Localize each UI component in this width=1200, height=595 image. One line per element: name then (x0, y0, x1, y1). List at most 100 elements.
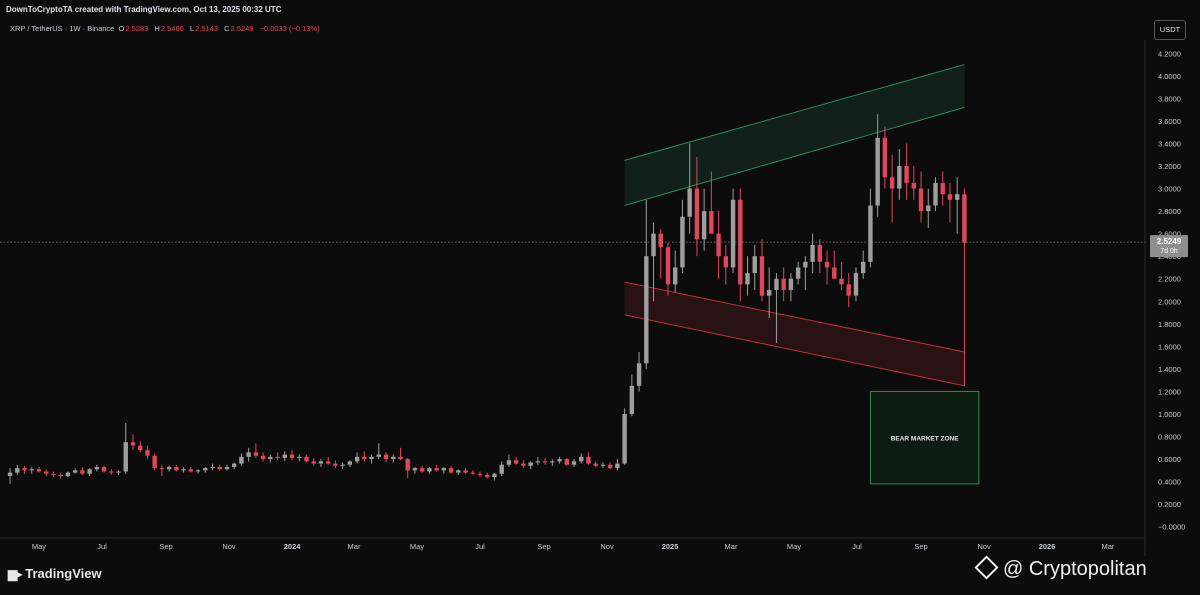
time-axis-band (0, 538, 1145, 556)
candle-body (918, 188, 924, 212)
candle-body (347, 461, 353, 465)
candle-body (268, 456, 273, 460)
time-tick-label: Sep (537, 542, 550, 551)
candle-body (557, 459, 562, 462)
candle-body (210, 466, 215, 469)
candle-body (217, 466, 222, 470)
candle-body (22, 468, 27, 471)
tradingview-logo-text: TradingView (25, 566, 102, 581)
candle-body (673, 267, 678, 285)
time-tick-label: May (32, 542, 46, 551)
time-tick-label: Nov (977, 542, 991, 551)
candle-body (607, 464, 613, 469)
candle-body (933, 182, 938, 206)
candle-body (846, 284, 851, 296)
candle-body (456, 470, 461, 473)
candle-body (622, 414, 627, 464)
candle-body (593, 463, 598, 466)
ascending-channel-upper-line (624, 64, 965, 161)
candle-body (398, 456, 403, 460)
candles-group (7, 114, 967, 484)
price-tick-label: 1.8000 (1158, 320, 1181, 329)
candle-body (376, 454, 381, 457)
candle-body (427, 468, 432, 472)
candle-body (72, 470, 78, 473)
candle-body (658, 233, 663, 248)
low-value: 2.5143 (195, 24, 219, 33)
candle-body (600, 464, 606, 466)
candle-body (868, 205, 873, 262)
candle-body (304, 456, 309, 462)
candle-body (709, 211, 714, 234)
candle-body (325, 461, 331, 464)
price-tick-label: 0.4000 (1158, 478, 1181, 487)
ascending-channel-fill (624, 64, 965, 206)
candle-body (36, 469, 42, 472)
last-price-tag (1150, 235, 1188, 258)
candle-body (29, 469, 34, 471)
candle-body (860, 261, 866, 274)
diamond-logo-icon (974, 555, 999, 580)
candle-body (195, 470, 201, 472)
candle-body (340, 464, 345, 466)
price-tick-label: 3.2000 (1158, 162, 1181, 171)
candle-body (166, 466, 172, 470)
close-label: C (224, 24, 230, 33)
candle-body (224, 466, 230, 470)
candle-body (962, 194, 967, 243)
candle-body (145, 450, 150, 456)
bear-market-zone-box (869, 390, 980, 485)
price-tick-label: 2.8000 (1158, 207, 1181, 216)
price-tick-label: 2.6000 (1158, 230, 1181, 239)
symbol-name[interactable]: XRP / TetherUS · 1W · Binance (10, 24, 115, 33)
candle-body (405, 459, 410, 471)
tradingview-logo[interactable]: ▆▸ TradingView (8, 566, 102, 581)
candle-body (889, 177, 895, 189)
candle-body (441, 468, 447, 471)
currency-button[interactable]: USDT (1154, 20, 1186, 40)
symbol-legend: XRP / TetherUS · 1W · Binance O2.5283 H2… (10, 24, 324, 33)
candle-body (897, 166, 902, 189)
time-tick-label: Nov (222, 542, 236, 551)
candle-body (586, 456, 591, 464)
price-tick-label: 0.2000 (1158, 500, 1181, 509)
candle-body (282, 454, 288, 458)
candle-body (15, 468, 20, 473)
candle-body (297, 456, 302, 458)
candle-body (954, 194, 960, 200)
candle-body (470, 472, 475, 474)
candle-body (94, 466, 100, 470)
candle-body (904, 166, 909, 183)
candle-body (644, 256, 649, 364)
time-tick-label: 2026 (1039, 542, 1056, 551)
time-tick-label: Sep (159, 542, 172, 551)
candle-body (875, 137, 880, 206)
candle-body (817, 244, 823, 262)
candle-body (521, 463, 526, 466)
candle-body (636, 363, 642, 386)
time-tick-label: 2025 (662, 542, 679, 551)
candle-body (723, 256, 729, 268)
price-tick-label: 3.4000 (1158, 139, 1181, 148)
candle-body (333, 463, 338, 466)
open-label: O (118, 24, 125, 33)
candle-body (788, 278, 794, 290)
descending-channel-upper-line (624, 281, 965, 353)
candle-body (369, 456, 374, 460)
open-value: 2.5283 (125, 24, 149, 33)
descending-channel-fill (624, 282, 965, 386)
candle-body (687, 188, 692, 217)
candle-body (65, 472, 71, 476)
candle-body (51, 473, 56, 475)
candle-body (759, 256, 765, 296)
price-tick-label: 3.0000 (1158, 185, 1181, 194)
candle-body (318, 461, 324, 464)
candle-body (391, 456, 396, 460)
time-tick-label: Jul (97, 542, 107, 551)
price-tick-label: 2.0000 (1158, 297, 1181, 306)
candle-body (795, 267, 801, 279)
candle-body (571, 461, 577, 465)
candle-body (275, 456, 280, 458)
candle-body (629, 385, 635, 414)
